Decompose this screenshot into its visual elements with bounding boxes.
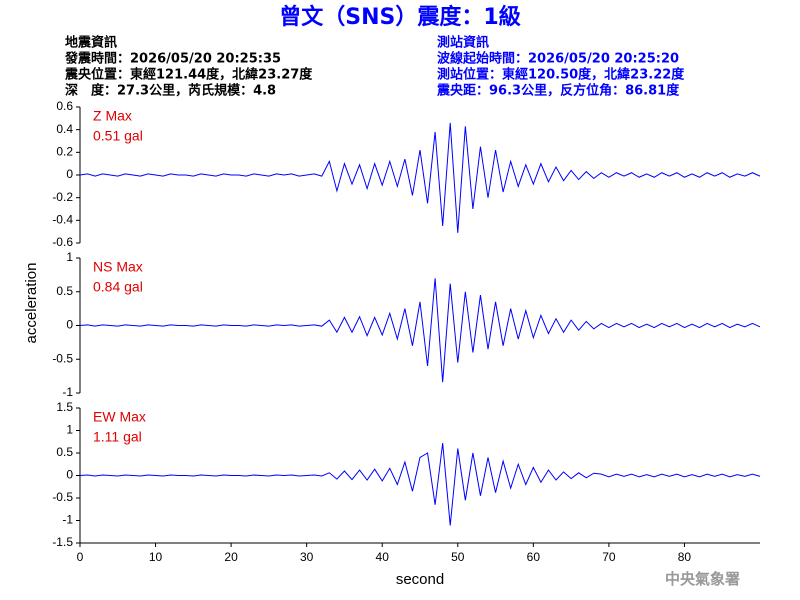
y-tick-label: 0 — [66, 167, 73, 181]
y-tick-label: 0.5 — [56, 445, 73, 459]
x-tick-label: 60 — [527, 550, 541, 564]
x-tick-label: 10 — [149, 550, 163, 564]
y-tick-label: -0.2 — [52, 190, 73, 204]
info-line: 發震時間：2026/05/20 20:25:35 — [64, 51, 281, 67]
annotation: Z Max — [93, 108, 132, 124]
info-line: 測站位置：東經120.50度，北緯23.22度 — [437, 67, 685, 83]
y-tick-label: 0.5 — [56, 284, 73, 298]
info-line: 測站資訊 — [437, 35, 489, 51]
info-line: 深 度：27.3公里，芮氏規模：4.8 — [65, 83, 276, 99]
y-tick-label: 0.2 — [56, 145, 73, 159]
y-tick-label: -0.5 — [52, 490, 73, 504]
y-tick-label: 0.6 — [56, 99, 73, 113]
y-tick-label: 1 — [66, 250, 73, 264]
y-tick-label: 1 — [66, 423, 73, 437]
waveform — [79, 278, 761, 383]
max-label: 0.84 gal — [93, 279, 143, 295]
info-line: 震央距：96.3公里，反方位角：86.81度 — [436, 83, 680, 99]
y-tick-label: 0 — [66, 468, 73, 482]
x-tick-label: 50 — [451, 550, 465, 564]
annotation: EW Max — [93, 409, 146, 425]
info-line: 地震資訊 — [65, 35, 117, 51]
x-tick-label: 0 — [77, 550, 84, 564]
x-tick-label: 40 — [376, 550, 390, 564]
footer: 中央氣象署 — [665, 570, 740, 588]
y-tick-label: -1 — [62, 513, 73, 527]
waveform — [79, 122, 761, 233]
y-tick-label: -0.4 — [52, 213, 73, 227]
info-line: 波線起始時間：2026/05/20 20:25:20 — [437, 51, 679, 67]
y-tick-label: -0.6 — [52, 235, 73, 249]
y-tick-label: -1 — [62, 385, 73, 399]
y-tick-label: -1.5 — [52, 535, 73, 549]
annotation: NS Max — [93, 259, 143, 275]
y-axis-label: acceleration — [23, 263, 40, 344]
x-tick-label: 30 — [300, 550, 314, 564]
y-tick-label: 1.5 — [56, 400, 73, 414]
max-label: 1.11 gal — [93, 429, 142, 445]
x-tick-label: 80 — [678, 550, 692, 564]
x-tick-label: 20 — [224, 550, 238, 564]
x-tick-label: 70 — [602, 550, 616, 564]
waveform — [79, 443, 761, 526]
y-tick-label: 0 — [66, 318, 73, 332]
y-tick-label: -0.5 — [52, 351, 73, 365]
title: 曾文（SNS）震度：1級 — [279, 4, 520, 30]
x-axis-label: second — [396, 571, 444, 588]
max-label: 0.51 gal — [93, 128, 143, 144]
y-tick-label: 0.4 — [56, 122, 73, 136]
info-line: 震央位置：東經121.44度，北緯23.27度 — [64, 67, 313, 83]
